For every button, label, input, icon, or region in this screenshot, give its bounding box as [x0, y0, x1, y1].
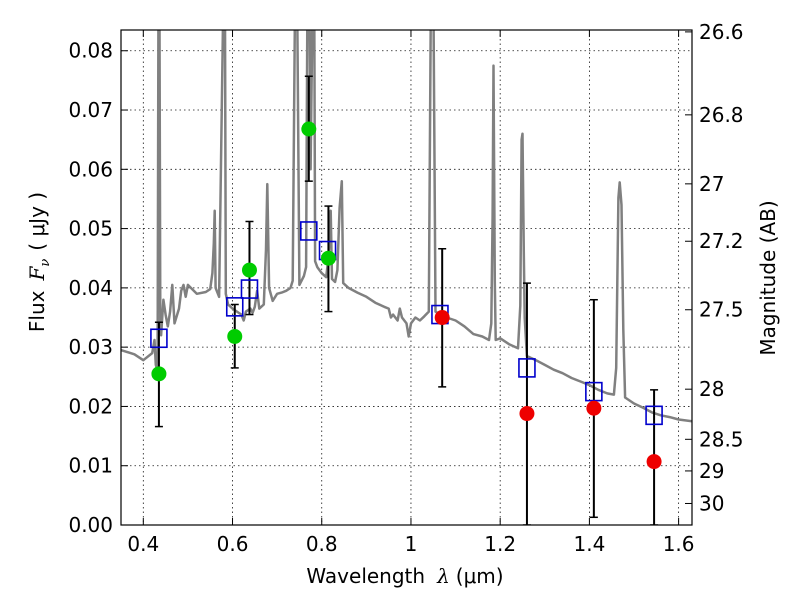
- mag-tick-label: 27.5: [699, 298, 744, 322]
- y-tick-label: 0.01: [68, 454, 113, 478]
- x-tick-label: 1.4: [573, 532, 605, 556]
- optical-observations-point: [301, 121, 317, 137]
- x-tick-label: 0.8: [306, 532, 338, 556]
- mag-tick-label: 26.8: [699, 103, 744, 127]
- model-photometry-square: [240, 279, 259, 299]
- y-axis-left-label: Flux Fν ( μJy ): [25, 192, 53, 332]
- mag-tick-label: 30: [699, 491, 724, 515]
- x-tick-label: 1.6: [663, 532, 695, 556]
- x-axis-label-text: Wavelength: [306, 564, 425, 588]
- x-tick-label: 1.2: [484, 532, 516, 556]
- data-markers: [150, 121, 663, 470]
- y-tick-label: 0.05: [68, 217, 113, 241]
- x-tick-label: 0.4: [127, 532, 159, 556]
- model-spectrum: [121, 30, 692, 423]
- x-axis-label: Wavelength λ (μm): [306, 564, 503, 588]
- mag-tick-label: 27.2: [699, 229, 744, 253]
- x-axis-label-symbol: λ: [436, 564, 450, 588]
- model-photometry-square: [645, 405, 663, 426]
- y-tick-label: 0.07: [68, 98, 113, 122]
- mag-tick-label: 26.6: [699, 20, 744, 44]
- x-tick-label: 0.6: [217, 532, 249, 556]
- y-tick-label: 0.03: [68, 335, 113, 359]
- y-axis-left-label-text: Flux: [25, 290, 49, 332]
- x-axis-label-unit: (μm): [456, 564, 504, 588]
- model-photometry-square: [518, 358, 536, 378]
- y-axis-left-label-sub: ν: [38, 259, 53, 267]
- nir-observations-point: [519, 406, 535, 422]
- mag-tick-label: 28.5: [699, 427, 744, 451]
- x-tick-label: 1: [405, 532, 418, 556]
- axis-ticks: 0.4 0.6 0.8 1 1.2 1.4 1.6 0.00 0.01 0.02 0.03 0.04 0…: [68, 20, 743, 556]
- plot-frame: [120, 29, 693, 526]
- mag-tick-label: 28: [699, 377, 724, 401]
- nir-observations-point: [646, 454, 662, 470]
- optical-observations-point: [151, 366, 167, 382]
- y-tick-label: 0.02: [68, 394, 113, 418]
- nir-observations-point: [434, 310, 450, 326]
- spectrum-line: [121, 30, 692, 423]
- nir-observations-point: [586, 400, 602, 416]
- y-tick-label: 0.04: [68, 276, 113, 300]
- y-tick-label: 0.08: [68, 39, 113, 63]
- model-photometry-square: [585, 381, 603, 402]
- mag-tick-label: 27: [699, 172, 724, 196]
- grid: [121, 30, 692, 526]
- error-bars: [154, 75, 659, 525]
- y-tick-label: 0.00: [68, 513, 113, 537]
- mag-tick-label: 29: [699, 459, 724, 483]
- optical-observations-point: [241, 262, 257, 278]
- y-tick-label: 0.06: [68, 157, 113, 181]
- optical-observations-point: [227, 328, 243, 344]
- optical-observations-point: [320, 250, 336, 266]
- y-axis-left-label-unit: ( μJy ): [25, 192, 49, 251]
- model-photometry-square: [300, 221, 318, 241]
- model-photometry-square: [150, 328, 168, 349]
- model-photometry-square: [225, 297, 244, 317]
- y-axis-left-label-symbol: F: [25, 266, 49, 282]
- y-axis-right-label: Magnitude (AB): [756, 200, 780, 355]
